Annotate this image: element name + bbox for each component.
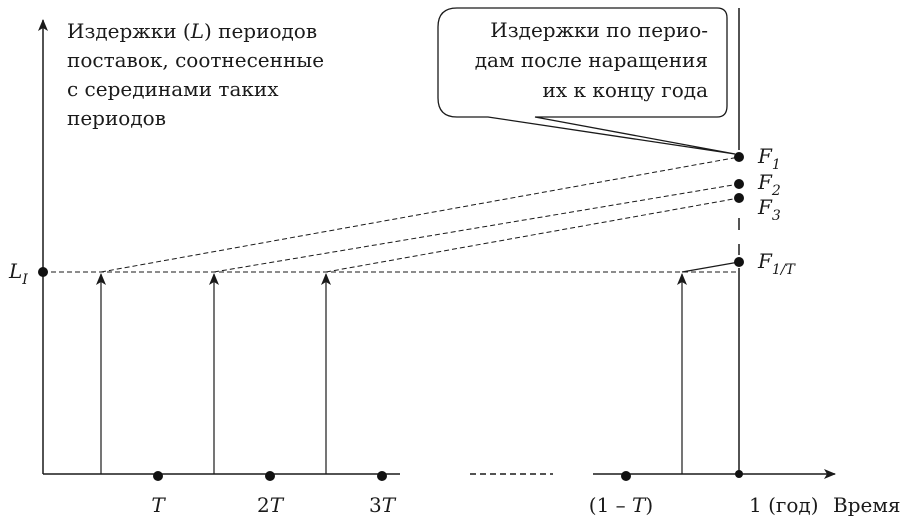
point-f2: [734, 179, 744, 189]
label-f3: F3: [757, 195, 781, 224]
x-label-3t: 3T: [369, 493, 397, 517]
callout-line-3: их к концу года: [543, 78, 709, 102]
point-l-i: [38, 267, 48, 277]
point-x-t: [153, 471, 163, 481]
point-f1: [734, 152, 744, 162]
accrual-line-f2: [213, 183, 740, 273]
y-caption-line-1: Издержки (L) периодов: [67, 19, 317, 43]
point-f1t: [734, 257, 744, 267]
x-label-1-minus-t: (1 – T): [589, 493, 653, 517]
accrual-line-f3: [325, 197, 740, 273]
y-caption-line-4: периодов: [67, 106, 166, 130]
label-l-i: LI: [8, 259, 28, 288]
callout-line-1: Издержки по перио-: [490, 18, 708, 42]
x-label-year: 1 (год): [749, 493, 819, 517]
label-f1t: F1/T: [757, 249, 797, 278]
accrual-line-f1: [100, 156, 740, 273]
y-caption-line-3: с серединами таких: [67, 77, 279, 101]
callout-bubble: [437, 7, 736, 155]
point-f3: [734, 193, 744, 203]
callout-line-2: дам после наращения: [475, 48, 708, 72]
point-x-2t: [265, 471, 275, 481]
label-f1: F1: [757, 144, 781, 173]
x-axis-name: Время: [833, 493, 901, 517]
accrual-line-f1t: [681, 261, 740, 273]
label-f2: F2: [757, 170, 781, 199]
y-caption-line-2: поставок, соотнесенные: [67, 48, 324, 72]
x-label-t: T: [151, 493, 166, 517]
point-x-3t: [377, 471, 387, 481]
point-x-1-t: [621, 471, 631, 481]
point-x-year: [735, 470, 743, 478]
x-label-2t: 2T: [257, 493, 285, 517]
